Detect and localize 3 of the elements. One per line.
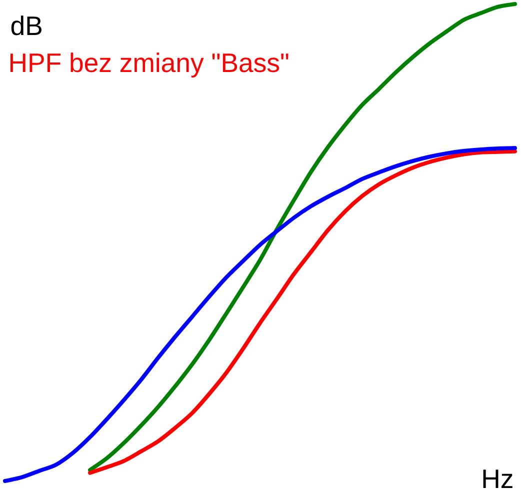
y-axis-title: dB	[11, 16, 42, 36]
text: HPF bez zmiany "Bass"	[10, 52, 288, 78]
x-axis-title: Hz	[483, 470, 512, 488]
